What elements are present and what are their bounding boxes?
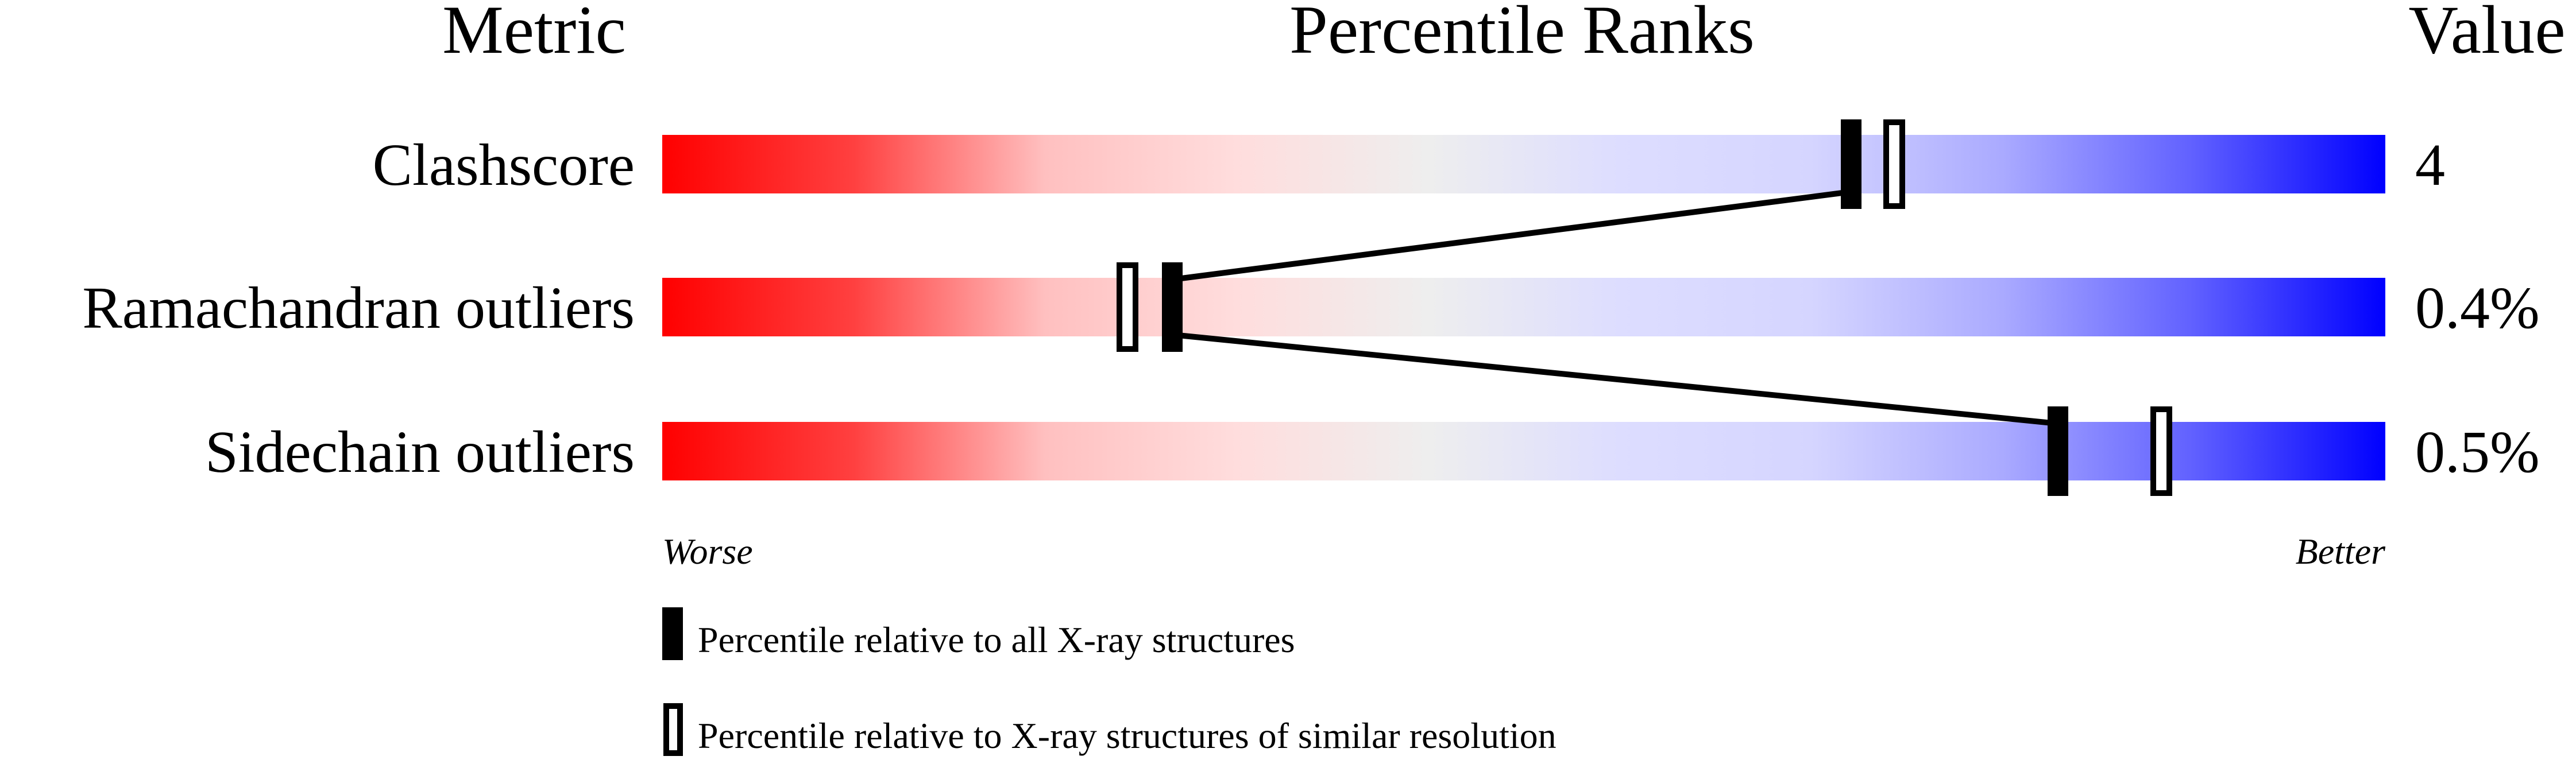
- axis-worse-label: Worse: [662, 531, 753, 572]
- metric-label: Sidechain outliers: [205, 419, 635, 485]
- percentile-bar: [662, 135, 2385, 193]
- metric-label: Clashscore: [373, 132, 635, 198]
- marker-all-structures: [2048, 406, 2068, 496]
- connector-line: [1172, 332, 2059, 426]
- percentile-bar: [662, 422, 2385, 480]
- legend-all-label: Percentile relative to all X-ray structu…: [698, 619, 1295, 660]
- metric-label: Ramachandran outliers: [82, 275, 635, 341]
- legend-similar-label: Percentile relative to X-ray structures …: [698, 715, 1557, 756]
- marker-similar-resolution: [1117, 262, 1138, 352]
- marker-all-structures: [1162, 262, 1183, 352]
- header-metric: Metric: [442, 0, 626, 68]
- marker-similar-resolution: [2150, 406, 2172, 496]
- metric-value: 0.5%: [2415, 419, 2540, 485]
- percentile-bar: [662, 278, 2385, 336]
- marker-similar-resolution: [1883, 119, 1905, 209]
- metric-value: 4: [2415, 132, 2445, 198]
- legend-all-marker: [662, 607, 683, 660]
- header-percentile-ranks: Percentile Ranks: [1289, 0, 1755, 68]
- axis-better-label: Better: [2296, 531, 2386, 572]
- marker-all-structures: [1841, 119, 1861, 209]
- metric-value: 0.4%: [2415, 275, 2540, 341]
- legend-similar-marker: [663, 703, 683, 756]
- connector-line: [1172, 189, 1852, 282]
- header-value: Value: [2408, 0, 2565, 68]
